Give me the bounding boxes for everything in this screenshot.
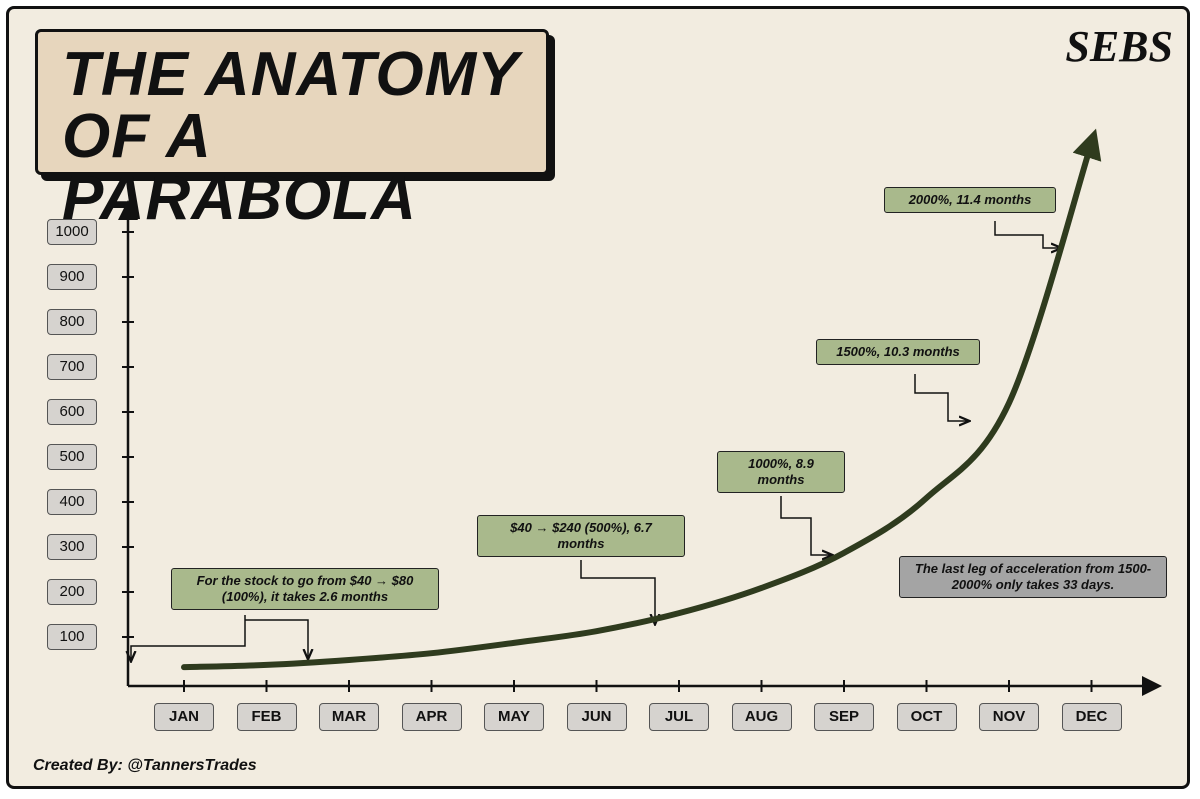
x-tick-label: DEC xyxy=(1061,703,1122,731)
x-tick-label: MAR xyxy=(319,703,379,731)
y-tick-label: 600 xyxy=(47,399,97,425)
y-tick-label: 500 xyxy=(47,444,97,470)
y-tick-label: 1000 xyxy=(47,219,97,245)
page: THE ANATOMY OF A PARABOLA SEBS Created B… xyxy=(6,6,1190,789)
x-tick-label: JUL xyxy=(649,703,709,731)
x-tick-label: AUG xyxy=(731,703,792,731)
y-tick-label: 700 xyxy=(47,354,97,380)
x-tick-label: JAN xyxy=(154,703,214,731)
annotation: 2000%, 11.4 months xyxy=(884,187,1056,213)
y-tick-label: 400 xyxy=(47,489,97,515)
y-tick-label: 900 xyxy=(47,264,97,290)
x-tick-label: FEB xyxy=(236,703,297,731)
y-tick-label: 300 xyxy=(47,534,97,560)
x-tick-label: MAY xyxy=(484,703,544,731)
annotation: 1500%, 10.3 months xyxy=(816,339,980,365)
title-line: OF A PARABOLA xyxy=(62,102,417,233)
x-tick-label: OCT xyxy=(896,703,957,731)
x-tick-label: APR xyxy=(401,703,462,731)
y-tick-label: 800 xyxy=(47,309,97,335)
annotation: 1000%, 8.9 months xyxy=(717,451,845,493)
brand: SEBS xyxy=(1065,22,1173,71)
y-tick-label: 200 xyxy=(47,579,97,605)
x-tick-label: NOV xyxy=(979,703,1039,731)
curve xyxy=(181,128,1102,671)
chart xyxy=(118,128,1162,696)
x-tick-label: SEP xyxy=(814,703,874,731)
x-tick-label: JUN xyxy=(566,703,627,731)
annotation: $40 → $240 (500%), 6.7 months xyxy=(477,515,685,557)
y-tick-label: 100 xyxy=(47,624,97,650)
title-line: THE ANATOMY xyxy=(62,40,520,109)
credit: Created By: @TannersTrades xyxy=(33,757,257,774)
annotation: The last leg of acceleration from 1500-2… xyxy=(899,556,1167,598)
annotation-arrows xyxy=(131,221,1060,660)
title-box: THE ANATOMY OF A PARABOLA xyxy=(35,29,549,230)
annotation: For the stock to go from $40 → $80 (100%… xyxy=(171,568,439,610)
